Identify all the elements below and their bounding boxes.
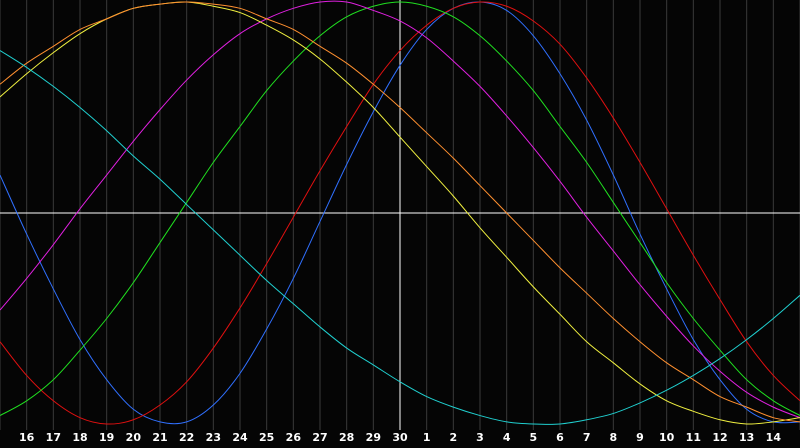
x-tick-label: 23	[206, 431, 221, 444]
plot	[0, 0, 800, 425]
x-tick-label: 16	[19, 431, 35, 444]
x-tick-label: 4	[503, 431, 511, 444]
x-tick-label: 18	[72, 431, 87, 444]
x-tick-label: 28	[339, 431, 354, 444]
x-tick-label: 27	[312, 431, 327, 444]
x-tick-label: 22	[179, 431, 194, 444]
x-tick-label: 20	[126, 431, 142, 444]
x-tick-label: 10	[659, 431, 675, 444]
x-tick-label: 29	[366, 431, 381, 444]
x-tick-label: 19	[99, 431, 114, 444]
x-tick-label: 5	[530, 431, 538, 444]
x-tick-label: 14	[766, 431, 782, 444]
series-line	[0, 1, 800, 425]
x-tick-label: 12	[712, 431, 727, 444]
x-tick-label: 25	[259, 431, 274, 444]
x-tick-label: 1	[423, 431, 431, 444]
series-line	[0, 1, 800, 416]
x-tick-label: 2	[450, 431, 458, 444]
x-tick-label: 11	[686, 431, 701, 444]
x-tick-label: 30	[392, 431, 408, 444]
x-tick-label: 9	[636, 431, 644, 444]
x-tick-label: 26	[286, 431, 302, 444]
x-tick-label: 13	[739, 431, 754, 444]
x-tick-label: 24	[232, 431, 248, 444]
x-tick-label: 8	[610, 431, 618, 444]
x-tick-label: 21	[152, 431, 167, 444]
series-line	[0, 1, 800, 425]
series-line	[0, 0, 800, 419]
x-tick-label: 17	[46, 431, 61, 444]
x-tick-label: 3	[476, 431, 484, 444]
grid	[0, 0, 800, 430]
x-tick-label: 7	[583, 431, 591, 444]
x-axis: 16 17 18 19 20 21 22 23 24 25 26 27 28 29 30 1 2 3 4 5 6 7 8 9 1…	[19, 431, 781, 444]
series-line	[0, 1, 800, 423]
x-tick-label: 6	[556, 431, 564, 444]
series-line	[0, 50, 800, 425]
